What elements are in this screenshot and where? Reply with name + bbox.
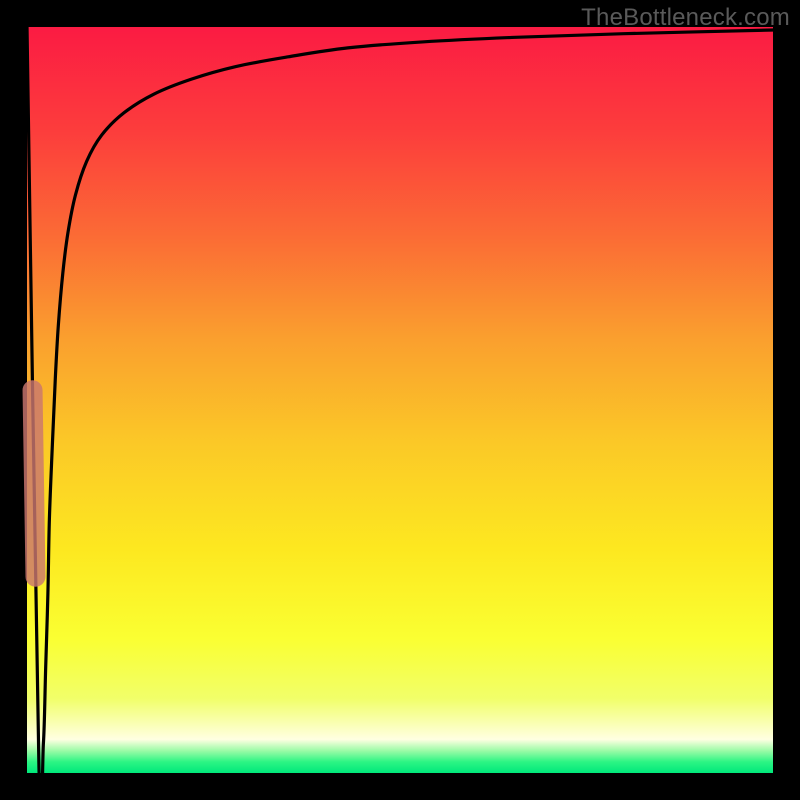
curve-marker	[22, 380, 45, 587]
chart-container: TheBottleneck.com	[0, 0, 800, 800]
watermark-text: TheBottleneck.com	[581, 4, 790, 32]
chart-background-gradient	[27, 27, 773, 773]
bottleneck-chart	[0, 0, 800, 800]
